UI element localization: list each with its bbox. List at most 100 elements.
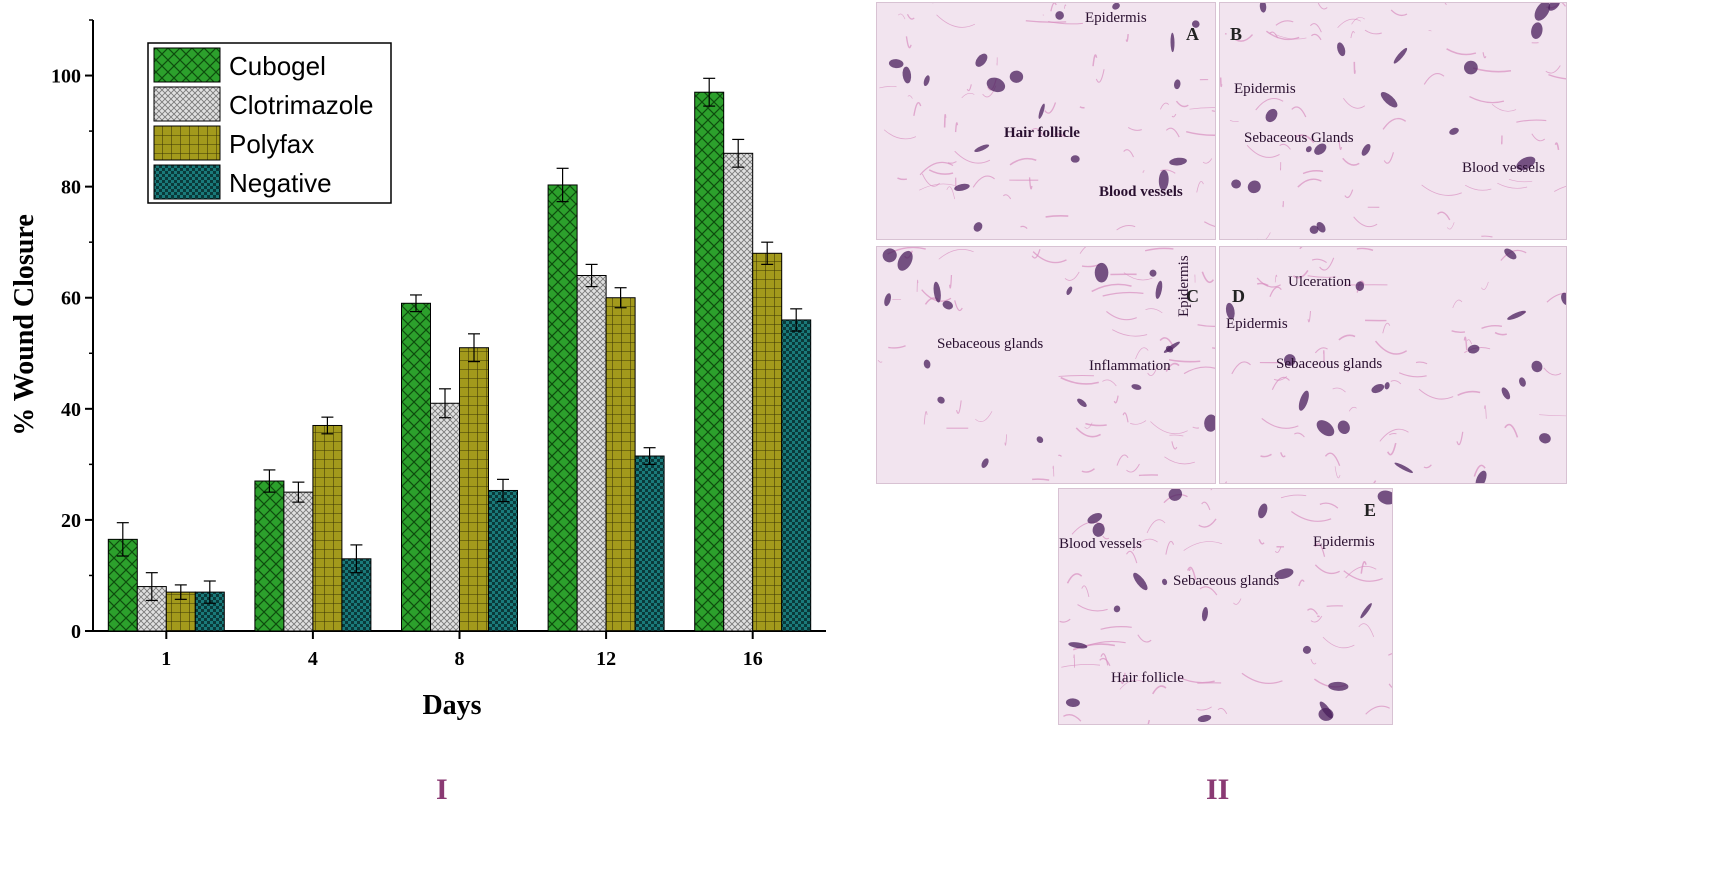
tissue-nucleus [1534, 3, 1551, 21]
y-tick-label: 80 [61, 177, 81, 199]
tissue-fiber [1494, 331, 1507, 336]
micrograph-e-letter: E [1363, 500, 1376, 520]
tissue-fiber [897, 13, 906, 20]
tissue-nucleus [1449, 127, 1459, 135]
tissue-nucleus [1380, 92, 1398, 108]
tissue-nucleus [923, 75, 930, 87]
tissue-nucleus [882, 248, 897, 263]
y-ticks: 0 20 40 60 80 100 [51, 19, 93, 643]
tissue-fiber [1246, 144, 1280, 158]
tissue-fiber [1421, 184, 1462, 196]
error-bar [203, 580, 216, 604]
tissue-fiber [1314, 543, 1326, 557]
tissue-fiber [1554, 142, 1560, 151]
tissue-nucleus [986, 77, 1006, 93]
tissue-fiber [1196, 181, 1204, 193]
tissue-fiber [906, 13, 915, 20]
tissue-fiber [1379, 428, 1409, 442]
tissue-nucleus [1516, 156, 1536, 171]
error-bar [790, 308, 803, 332]
tissue-fiber [1183, 541, 1223, 551]
tissue-fiber [1561, 3, 1566, 7]
tissue-fiber [1199, 586, 1218, 596]
tissue-fiber [1275, 20, 1294, 26]
error-bar [497, 478, 509, 503]
tissue-nucleus [1092, 522, 1105, 537]
micrograph-a-label-epidermis: Epidermis [1085, 10, 1147, 26]
tissue-nucleus [1036, 436, 1044, 444]
tissue-nucleus [1337, 42, 1346, 57]
error-bar [761, 241, 774, 265]
tissue-fiber [1122, 412, 1129, 423]
tissue-fiber [1091, 283, 1132, 293]
tissue-fiber [1360, 561, 1367, 574]
tissue-fiber [1383, 152, 1394, 164]
tissue-fiber [1314, 347, 1328, 354]
tissue-fiber [916, 279, 919, 292]
tissue-fiber [954, 150, 991, 164]
micrograph-b: B Epidermis Sebaceous Glands Blood vesse… [1219, 2, 1567, 240]
tissue-fiber [1482, 52, 1487, 59]
tissue-fiber [1324, 452, 1341, 466]
micrograph-a: A Epidermis Hair follicle Blood vessels [876, 2, 1216, 240]
tissue-nucleus [1133, 572, 1148, 591]
x-ticks: 1 4 8 12 16 [161, 631, 763, 670]
tissue-fiber [1382, 322, 1391, 334]
tissue-fiber [1188, 568, 1192, 572]
tissue-fiber [1255, 98, 1284, 111]
tissue-fiber [1342, 157, 1360, 166]
tissue-fiber [1279, 143, 1291, 150]
tissue-fiber [1299, 247, 1303, 250]
tissue-nucleus [1259, 3, 1267, 13]
tissue-nucleus [1507, 310, 1526, 320]
tissue-fiber [1491, 103, 1517, 112]
micrograph-a-label-blood-vessels: Blood vessels [1099, 184, 1183, 200]
tissue-fiber [1294, 432, 1305, 438]
tissue-fiber [1175, 100, 1189, 108]
bar-polyfax-day-8 [459, 347, 489, 632]
tissue-nucleus [1501, 387, 1511, 400]
x-tick-label: 16 [743, 648, 763, 670]
panel-label-ii: II [1206, 773, 1230, 806]
tissue-fiber [1539, 414, 1566, 417]
tissue-fiber [1059, 618, 1071, 623]
tissue-fiber [1280, 452, 1286, 458]
tissue-nucleus [1337, 420, 1350, 434]
tissue-fiber [1298, 579, 1305, 587]
tissue-nucleus [1384, 382, 1390, 390]
tissue-fiber [1446, 48, 1477, 56]
tissue-fiber [1147, 719, 1150, 724]
bar-clotrimazole-day-16 [723, 152, 754, 632]
error-bar [614, 287, 627, 309]
tissue-nucleus [1504, 248, 1517, 260]
x-tick-label: 12 [596, 648, 616, 670]
tissue-fiber [1343, 98, 1366, 109]
tissue-fiber [1257, 232, 1271, 239]
tissue-nucleus [981, 458, 989, 468]
tissue-fiber [1183, 366, 1215, 375]
tissue-nucleus [1328, 681, 1349, 691]
bar-cubogel-day-16 [694, 91, 725, 632]
tissue-fiber [1457, 390, 1481, 396]
tissue-fiber [1116, 225, 1136, 231]
tissue-fiber [1132, 538, 1158, 551]
micrograph-d-texture [1224, 247, 1566, 483]
tissue-fiber [1388, 653, 1392, 656]
tissue-nucleus [1467, 344, 1480, 354]
tissue-fiber [1543, 367, 1562, 376]
legend-label-negative: Negative [229, 168, 332, 198]
tissue-fiber [1058, 375, 1094, 377]
bar-negative-day-16 [781, 319, 812, 632]
error-bar [468, 333, 480, 363]
error-bar [321, 416, 334, 435]
tissue-fiber [888, 345, 906, 349]
tissue-fiber [1211, 110, 1215, 112]
tissue-fiber [1319, 257, 1335, 271]
tissue-fiber [1050, 3, 1057, 12]
tissue-nucleus [897, 250, 913, 271]
tissue-fiber [1189, 107, 1215, 110]
error-bar [350, 544, 363, 574]
tissue-fiber [1201, 271, 1215, 284]
micrograph-d-letter: D [1232, 286, 1245, 306]
tissue-fiber [1224, 481, 1228, 483]
